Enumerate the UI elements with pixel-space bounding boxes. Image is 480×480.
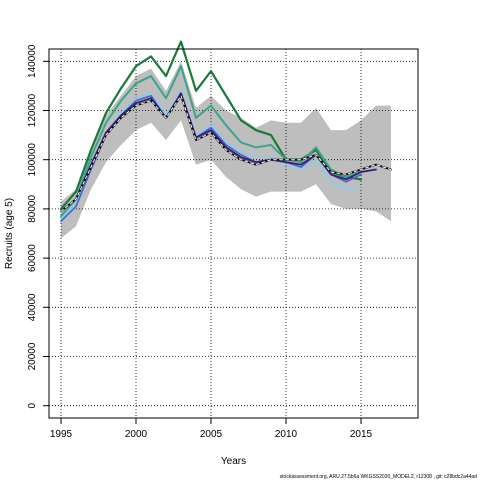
y-tick-label: 40000 — [27, 293, 38, 321]
y-axis-label: Recruits (age 5) — [4, 198, 15, 269]
x-tick-label: 2015 — [350, 429, 373, 440]
y-axis: 0 20000 40000 60000 80000 100000 120000 140000 — [27, 44, 50, 408]
series-line-2 — [60, 65, 362, 218]
x-tick-label: 2000 — [125, 429, 148, 440]
footer-provenance: stockassessment.org, ARU.27.5b6a WKGSS20… — [280, 474, 478, 480]
y-tick-label: 140000 — [27, 44, 38, 78]
x-axis: 1995 2000 2005 2010 2015 — [50, 417, 373, 440]
x-axis-label: Years — [221, 456, 246, 467]
y-tick-label: 60000 — [27, 244, 38, 272]
x-tick-label: 2005 — [200, 429, 223, 440]
x-tick-label: 2010 — [275, 429, 298, 440]
y-tick-label: 120000 — [27, 93, 38, 127]
y-tick-label: 0 — [27, 402, 38, 408]
series-layer — [59, 40, 392, 222]
y-tick-label: 100000 — [27, 143, 38, 177]
y-tick-label: 20000 — [27, 342, 38, 370]
series-line-7 — [60, 95, 392, 212]
x-tick-label: 1995 — [50, 429, 73, 440]
y-tick-label: 80000 — [27, 195, 38, 223]
